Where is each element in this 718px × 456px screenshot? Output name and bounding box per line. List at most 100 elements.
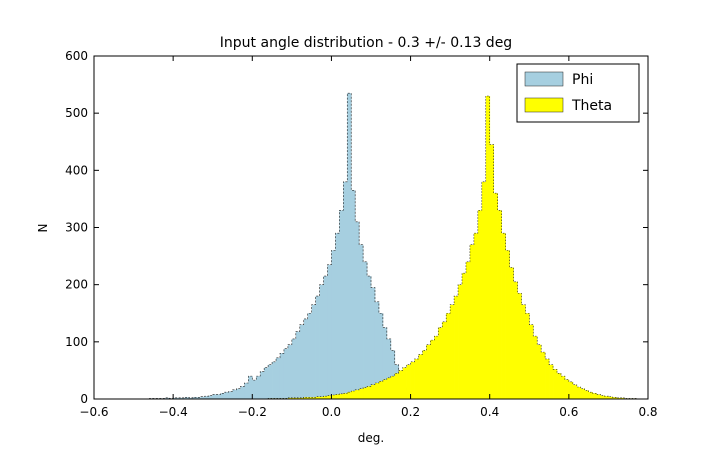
bar-phi (351, 190, 356, 399)
bar-theta (331, 395, 336, 399)
series-theta (267, 95, 637, 400)
y-tick-label: 0 (80, 392, 88, 406)
bar-phi (204, 396, 210, 399)
bar-theta (382, 379, 388, 399)
bar-phi (185, 397, 190, 399)
bar-theta (339, 393, 344, 399)
bar-phi (279, 353, 285, 399)
chart-title: Input angle distribution - 0.3 +/- 0.13 … (220, 35, 512, 51)
bar-phi (224, 392, 229, 399)
bar-theta (462, 273, 467, 399)
y-tick-label: 100 (65, 335, 88, 349)
bar-theta (303, 397, 309, 399)
series-phi (149, 92, 447, 399)
bar-theta (541, 352, 546, 399)
x-tick-label: 0.4 (480, 405, 499, 419)
bar-theta (291, 397, 297, 399)
x-tick-label: 0.0 (322, 405, 341, 419)
y-tick-label: 400 (65, 163, 88, 177)
bar-theta (481, 181, 487, 399)
x-axis-label: deg. (358, 431, 384, 445)
bar-theta (521, 304, 526, 399)
bar-theta (319, 396, 324, 399)
bar-theta (394, 373, 400, 399)
x-axis-ticks: −0.6 −0.4 −0.2 0.0 0.2 0.4 0.6 0.8 (79, 56, 658, 419)
bar-theta (371, 384, 376, 399)
bar-phi (386, 338, 392, 399)
bar-phi (196, 397, 202, 399)
x-tick-label: 0.2 (401, 405, 420, 419)
bar-theta (469, 244, 475, 399)
bar-theta (616, 397, 621, 399)
x-tick-label: −0.6 (79, 405, 108, 419)
bar-phi (220, 393, 225, 399)
y-tick-label: 300 (65, 221, 88, 235)
bar-theta (359, 388, 364, 399)
bar-theta (525, 313, 530, 399)
bar-theta (549, 364, 554, 399)
bar-theta (323, 396, 328, 399)
bar-theta (398, 370, 404, 399)
bar-phi (359, 244, 364, 399)
bar-theta (517, 293, 522, 399)
bar-theta (465, 261, 471, 399)
bar-phi (276, 357, 281, 399)
bar-theta (438, 327, 443, 399)
bar-phi (291, 338, 297, 399)
bar-phi (177, 397, 182, 399)
bar-theta (576, 387, 582, 399)
bar-phi (319, 284, 324, 399)
legend: Phi Theta (516, 63, 640, 123)
bar-theta (568, 381, 574, 399)
bar-theta (430, 340, 435, 399)
legend-label-phi: Phi (572, 72, 593, 88)
bar-theta (426, 344, 431, 399)
bar-theta (473, 233, 479, 399)
legend-label-theta: Theta (571, 98, 612, 114)
bar-phi (287, 344, 293, 399)
y-tick-label: 500 (65, 106, 88, 120)
y-axis-label: N (36, 224, 50, 233)
x-tick-label: 0.6 (559, 405, 578, 419)
y-axis-ticks: 0 100 200 300 400 500 600 (65, 49, 648, 406)
y-tick-label: 200 (65, 278, 88, 292)
bar-phi (283, 348, 289, 399)
bar-theta (529, 324, 534, 399)
bar-theta (454, 296, 459, 399)
bar-phi (335, 233, 340, 399)
bar-phi (339, 210, 344, 399)
bar-phi (244, 382, 249, 399)
bar-phi (228, 391, 233, 399)
bar-theta (374, 382, 380, 399)
bar-theta (442, 321, 447, 399)
bar-theta (497, 210, 502, 399)
bar-phi (216, 394, 221, 399)
bar-phi (252, 380, 257, 399)
bar-theta (533, 336, 538, 399)
bar-theta (513, 281, 518, 399)
bar-phi (347, 93, 352, 399)
bar-theta (446, 313, 451, 399)
bar-theta (406, 364, 411, 399)
bar-theta (501, 233, 506, 399)
y-tick-label: 600 (65, 49, 88, 63)
bar-theta (564, 379, 570, 399)
bar-theta (363, 387, 368, 399)
bar-phi (315, 296, 320, 399)
bar-theta (434, 336, 439, 399)
bar-phi (272, 361, 277, 399)
bar-phi (390, 350, 396, 399)
bar-theta (604, 396, 609, 399)
bar-theta (592, 393, 597, 399)
bar-theta (327, 395, 332, 399)
bar-theta (612, 397, 617, 399)
bar-phi (331, 250, 336, 399)
bar-phi (240, 386, 245, 399)
bar-phi (382, 327, 388, 399)
bar-theta (509, 267, 514, 399)
bar-theta (489, 144, 495, 399)
bar-phi (268, 364, 273, 399)
x-tick-label: −0.4 (159, 405, 188, 419)
bar-phi (355, 221, 360, 399)
